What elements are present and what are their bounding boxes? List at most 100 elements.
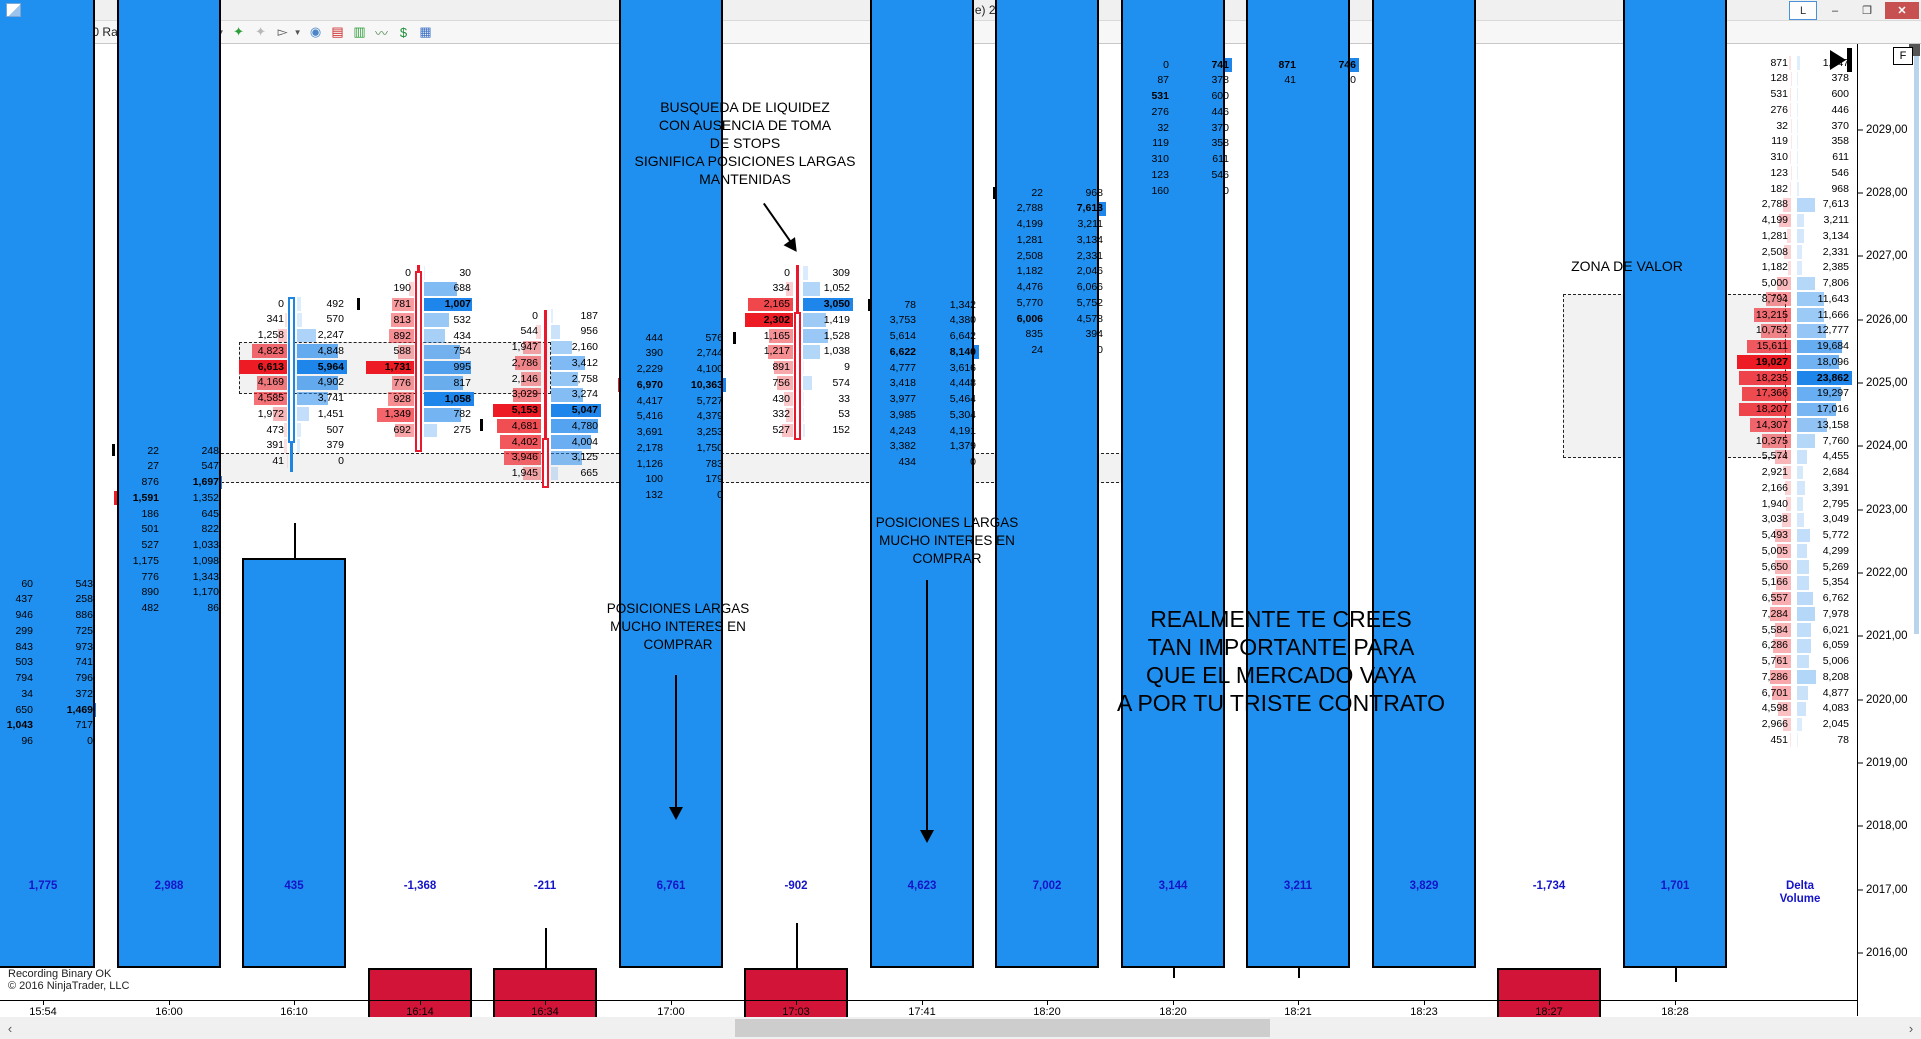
bid-volume-bar	[535, 324, 541, 339]
bid-cell: 5,166	[1737, 575, 1791, 591]
bid-volume-bar	[1776, 276, 1791, 291]
link-button[interactable]: L	[1789, 1, 1817, 20]
minimize-button[interactable]: –	[1831, 4, 1839, 17]
ask-cell: 688	[424, 281, 474, 297]
mini-chart-icon[interactable]: 〰	[374, 25, 388, 41]
delta-whisker	[1675, 968, 1677, 982]
horizontal-scrollbar[interactable]: ‹ ›	[0, 1017, 1921, 1039]
ask-cell: 3,412	[551, 355, 601, 371]
dollar-icon[interactable]: $	[399, 24, 408, 40]
time-axis-label: 17:03	[782, 1006, 810, 1018]
bid-cell: 5,493	[1737, 528, 1791, 544]
bid-cell: 692	[366, 423, 414, 439]
close-button[interactable]: ✕	[1885, 2, 1919, 19]
add-star-icon[interactable]: ✦	[233, 24, 245, 39]
delta-bar-positive	[242, 557, 346, 968]
ask-cell: 3,274	[551, 387, 601, 403]
bid-volume-bar	[1770, 607, 1791, 621]
annotation-posiciones-right: POSICIONES LARGAS MUCHO INTERES EN COMPR…	[875, 515, 1019, 566]
bid-volume-bar	[745, 313, 793, 327]
bid-cell: 892	[366, 328, 414, 344]
ask-cell: 4,299	[1797, 543, 1852, 559]
bid-volume-bar	[389, 329, 414, 343]
time-axis-label: 16:00	[155, 1006, 183, 1018]
ask-volume-bar	[424, 329, 445, 343]
cursor-icon[interactable]: ▻	[277, 24, 288, 39]
price-axis-label: 2029,00	[1866, 124, 1908, 136]
f-button[interactable]: F	[1893, 47, 1913, 65]
price-axis-label: 2018,00	[1866, 820, 1908, 832]
ask-cell: 600	[1797, 87, 1852, 103]
ask-volume-bar	[1797, 150, 1799, 165]
arrow-head-icon	[669, 807, 683, 820]
scroll-right-icon[interactable]: ›	[1908, 1020, 1914, 1036]
time-axis-label: 15:54	[29, 1006, 57, 1018]
ask-cell: 0	[1097, 344, 1103, 357]
bid-cell: 182	[1770, 182, 1791, 196]
bid-volume-bar	[1773, 638, 1791, 653]
bid-cell: 3,985	[871, 407, 919, 423]
vertical-scrollbar[interactable]	[1914, 54, 1919, 634]
bid-volume-bar	[1760, 323, 1791, 338]
ask-cell: 8,208	[1797, 669, 1852, 685]
bid-cell: 8,794	[1737, 291, 1791, 307]
ask-cell: 78	[1797, 733, 1849, 747]
ask-cell: 3,049	[1797, 512, 1852, 528]
ask-cell: 5,964	[297, 359, 347, 375]
delta-whisker	[545, 928, 547, 972]
bidask-bars-icon[interactable]: ▤	[331, 24, 344, 39]
volume-bars-icon[interactable]: ▥	[353, 24, 366, 39]
ask-cell: 754	[424, 344, 474, 360]
bid-cell: 451	[1737, 732, 1791, 748]
time-axis-label: 18:21	[1284, 1006, 1312, 1018]
time-axis-label: 18:20	[1159, 1006, 1187, 1018]
bid-cell: 4,243	[871, 423, 919, 439]
table-icon[interactable]: ▦	[419, 24, 432, 39]
bid-volume-bar	[1785, 497, 1791, 511]
ask-cell: 995	[424, 360, 474, 376]
bid-cell: 4,681	[493, 418, 541, 434]
bid-volume-bar	[1788, 56, 1791, 70]
scrollbar-thumb[interactable]	[735, 1019, 1270, 1037]
time-axis-tick	[294, 1000, 295, 1005]
ask-volume-bar	[803, 376, 813, 390]
ask-volume-bar	[1797, 670, 1816, 684]
ask-cell: 3,391	[1797, 480, 1852, 496]
bid-volume-bar	[1776, 575, 1791, 590]
time-axis[interactable]	[0, 1000, 1858, 1001]
time-axis-tick	[43, 1000, 44, 1005]
bid-volume-bar	[1790, 182, 1791, 196]
restore-button[interactable]: ❐	[1862, 5, 1872, 17]
ask-volume-bar	[1797, 103, 1799, 117]
vertical-scrollbar-cap	[1909, 44, 1920, 56]
delta-value-label: 1,775	[28, 880, 58, 892]
ask-volume-bar	[803, 392, 804, 406]
bid-cell: 18,207	[1737, 402, 1791, 418]
region-icon[interactable]: ◉	[309, 24, 322, 39]
ask-volume-bar	[551, 309, 553, 323]
bid-cell: 813	[366, 312, 414, 328]
ask-cell: 4,902	[297, 375, 347, 391]
bid-cell: 876	[114, 475, 162, 491]
last-price-marker-bar	[1847, 48, 1852, 72]
delta-bar-positive	[995, 0, 1099, 968]
bid-cell: 588	[366, 344, 414, 360]
delta-whisker	[1173, 968, 1175, 978]
ask-cell: 817	[424, 375, 474, 391]
price-axis-tick	[1857, 952, 1863, 954]
bid-cell: 5,000	[1737, 276, 1791, 292]
scroll-left-icon[interactable]: ‹	[7, 1020, 13, 1036]
price-axis[interactable]	[1857, 44, 1858, 1016]
delta-value-label: 4,623	[907, 880, 937, 892]
remove-star-icon[interactable]: ✦	[255, 24, 267, 39]
open-tick-mark	[112, 444, 115, 456]
bid-cell: 2,508	[998, 248, 1046, 264]
ask-volume-bar	[297, 328, 316, 343]
bid-cell: 5,416	[618, 409, 666, 425]
bid-volume-bar	[1772, 591, 1791, 606]
bid-volume-bar	[253, 391, 287, 406]
chart-window-icon	[6, 3, 21, 17]
ask-volume-bar	[551, 387, 584, 402]
bid-cell: 4,777	[871, 360, 919, 376]
